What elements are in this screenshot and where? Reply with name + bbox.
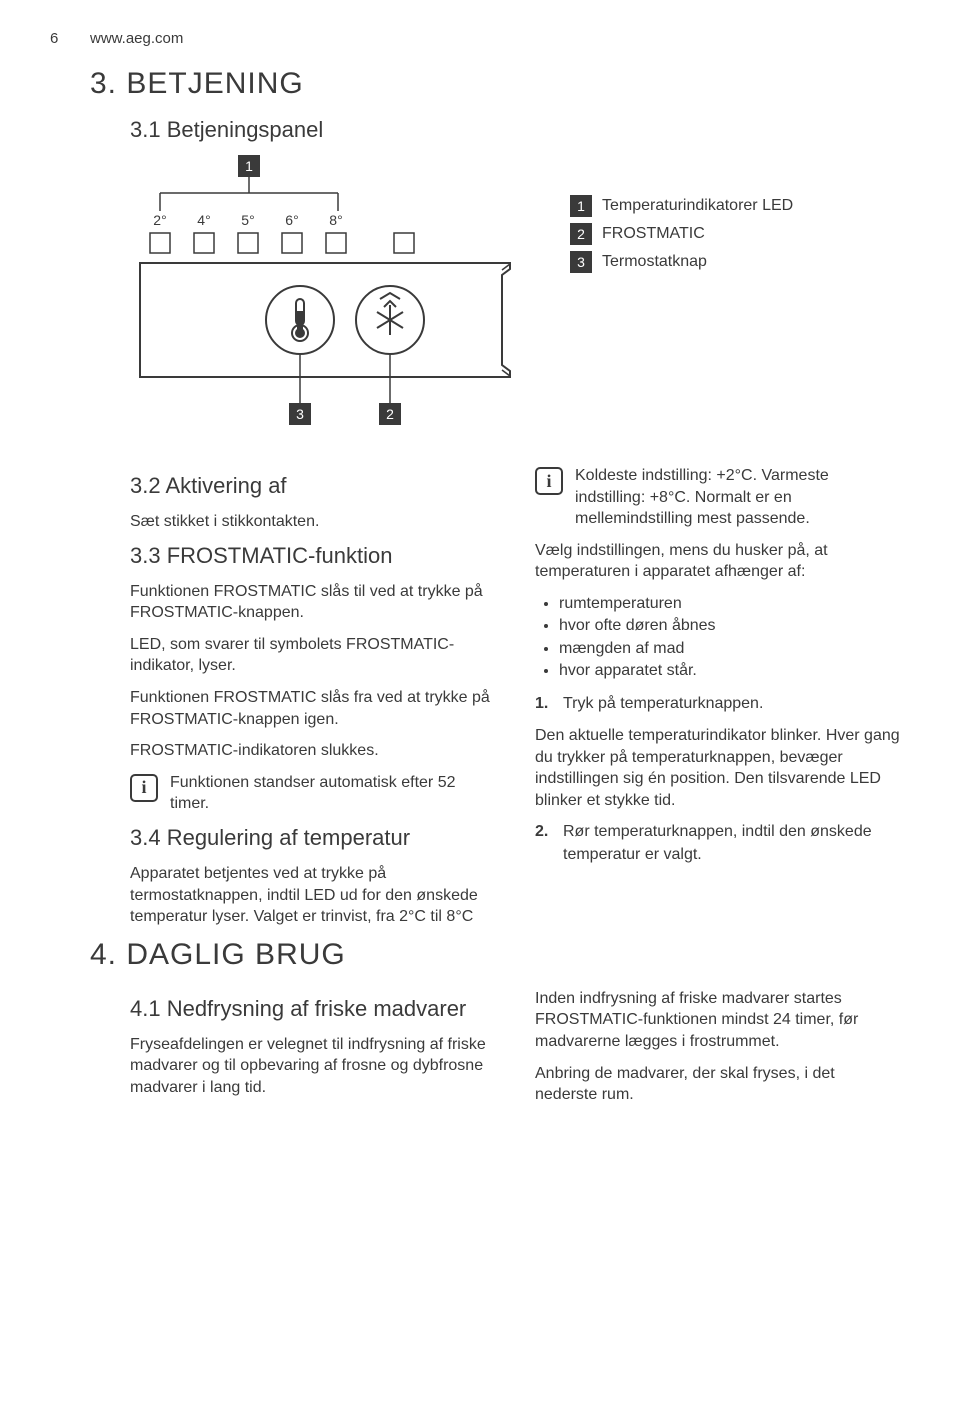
list-item: hvor apparatet står. [559,660,900,682]
list-item: rumtemperaturen [559,593,900,615]
paragraph: FROSTMATIC-indikatoren slukkes. [130,740,495,762]
list-item: hvor ofte døren åbnes [559,615,900,637]
svg-text:2°: 2° [153,212,166,228]
legend: 1 Temperaturindikatorer LED 2 FROSTMATIC… [570,155,793,279]
step-list: 1.Tryk på temperaturknappen. [535,693,900,715]
section-4-title: 4. DAGLIG BRUG [90,938,900,972]
paragraph: LED, som svarer til symbolets FROSTMATIC… [130,634,495,677]
header-url: www.aeg.com [90,30,183,47]
paragraph: Anbring de madvarer, der skal fryses, i … [535,1063,900,1106]
paragraph: Inden indfrysning af friske madvarer sta… [535,988,900,1053]
info-text: Funktionen standser automatisk efter 52 … [170,772,495,815]
svg-text:8°: 8° [329,212,342,228]
callout-2: 2 [386,406,394,422]
paragraph: Sæt stikket i stikkontakten. [130,511,495,533]
svg-text:5°: 5° [241,212,254,228]
section-3-4-title: 3.4 Regulering af temperatur [130,825,495,851]
svg-text:4°: 4° [197,212,210,228]
list-item: mængden af mad [559,638,900,660]
section-3-1-title: 3.1 Betjeningspanel [130,117,900,143]
section-3-2-title: 3.2 Aktivering af [130,473,495,499]
paragraph: Fryseafdelingen er velegnet til indfrysn… [130,1034,495,1099]
section-3-title: 3. BETJENING [90,67,900,101]
paragraph: Vælg indstillingen, mens du husker på, a… [535,540,900,583]
section-4-1-title: 4.1 Nedfrysning af friske madvarer [130,996,495,1022]
info-icon: i [130,774,158,802]
legend-item: 2 FROSTMATIC [570,223,793,245]
page-number: 6 [50,30,90,47]
section-3-3-title: 3.3 FROSTMATIC-funktion [130,543,495,569]
legend-item: 1 Temperaturindikatorer LED [570,195,793,217]
legend-num: 1 [570,195,592,217]
paragraph: Funktionen FROSTMATIC slås til ved at tr… [130,581,495,624]
paragraph: Den aktuelle temperaturindikator blinker… [535,725,900,811]
paragraph: Funktionen FROSTMATIC slås fra ved at tr… [130,687,495,730]
callout-1: 1 [245,158,253,174]
list-item: 2.Rør temperaturknappen, indtil den ønsk… [535,821,900,866]
legend-item: 3 Termostatknap [570,251,793,273]
callout-3: 3 [296,406,304,422]
step-list: 2.Rør temperaturknappen, indtil den ønsk… [535,821,900,866]
svg-text:6°: 6° [285,212,298,228]
bullet-list: rumtemperaturen hvor ofte døren åbnes mæ… [535,593,900,683]
info-icon: i [535,467,563,495]
paragraph: Apparatet betjentes ved at trykke på ter… [130,863,495,928]
info-text: Koldeste indstilling: +2°C. Varmeste ind… [575,465,900,530]
control-panel-diagram: 1 2° 4° 5° 6° 8° [130,155,520,435]
legend-num: 2 [570,223,592,245]
legend-label: FROSTMATIC [602,225,705,243]
legend-label: Temperaturindikatorer LED [602,197,793,215]
legend-num: 3 [570,251,592,273]
legend-label: Termostatknap [602,253,707,271]
list-item: 1.Tryk på temperaturknappen. [535,693,900,715]
